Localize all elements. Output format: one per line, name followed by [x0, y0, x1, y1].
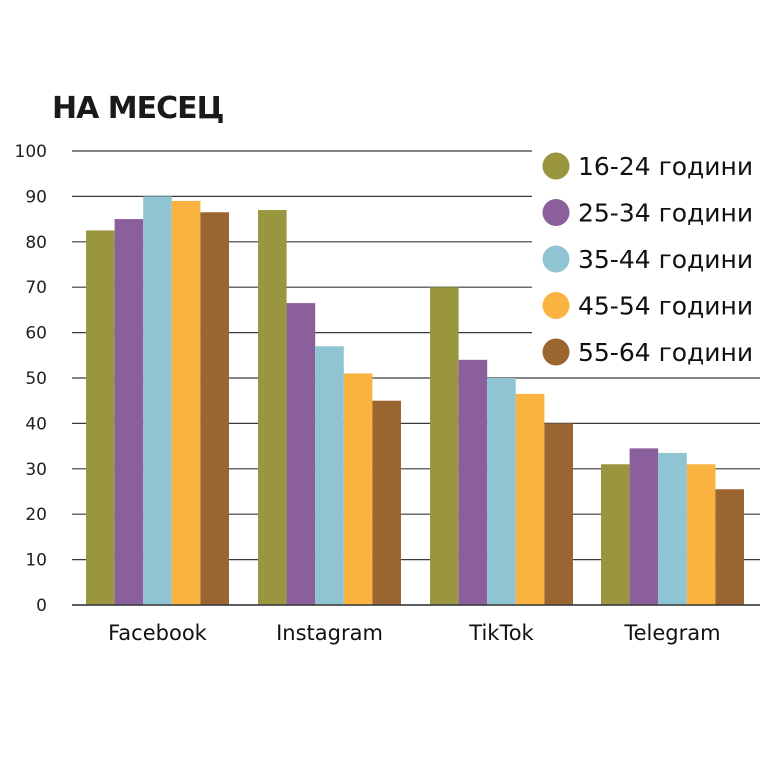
legend-swatch [542, 199, 570, 226]
legend: 16-24 години 25-34 години 35-44 години 45-5… [532, 146, 760, 372]
bar-instagram-series-3 [315, 346, 344, 605]
bar-tiktok-series-3 [487, 378, 516, 605]
bar-instagram-series-5 [372, 400, 401, 605]
axis: 0 10 20 30 40 50 60 70 80 90 100 Facebook Instagram T… [15, 142, 760, 645]
legend-label: 55-64 години [578, 338, 753, 367]
legend-label: 45-54 години [578, 292, 753, 321]
bar-instagram-series-2 [286, 303, 316, 605]
bar-instagram-series-1 [258, 210, 287, 605]
y-tick-label: 100 [15, 142, 47, 162]
legend-backdrop [532, 285, 760, 326]
bar-tiktok-series-4 [515, 393, 545, 605]
chart-title: НА МЕСЕЦ [52, 91, 224, 126]
legend-backdrop [532, 146, 760, 186]
legend-label: 25-34 години [578, 199, 753, 228]
legend-backdrop [532, 332, 760, 372]
x-category-label: Telegram [623, 621, 720, 645]
legend-backdrop [532, 192, 760, 233]
bar-facebook-series-3 [143, 196, 172, 605]
bar-tiktok-series-5 [544, 423, 573, 605]
bar-telegram-series-5 [715, 489, 744, 605]
y-tick-label: 0 [36, 596, 47, 616]
bar-telegram-series-3 [658, 452, 687, 605]
y-tick-label: 20 [25, 505, 47, 525]
y-tick-label: 80 [25, 233, 47, 253]
legend-swatch [542, 338, 570, 366]
y-tick-label: 30 [25, 460, 47, 480]
y-tick-label: 10 [25, 551, 47, 571]
bar-tiktok-series-1 [430, 287, 459, 605]
bar-instagram-series-4 [343, 373, 373, 605]
bar-telegram-series-4 [686, 464, 716, 605]
legend-swatch [542, 152, 570, 180]
bar-telegram-series-1 [601, 464, 630, 605]
y-tick-label: 60 [25, 324, 47, 344]
bar-telegram-series-2 [629, 448, 659, 605]
legend-backdrop [532, 239, 760, 279]
legend-label: 16-24 години [578, 152, 753, 181]
bar-facebook-series-2 [114, 219, 144, 605]
y-tick-label: 40 [25, 414, 47, 434]
bar-facebook-series-5 [200, 212, 229, 606]
y-tick-label: 70 [25, 278, 47, 298]
x-category-label: Instagram [276, 621, 383, 645]
legend-swatch [542, 245, 570, 273]
y-tick-label: 50 [25, 369, 47, 389]
bar-facebook-series-4 [171, 200, 201, 605]
bar-tiktok-series-2 [458, 359, 488, 605]
x-category-label: Facebook [108, 621, 208, 645]
legend-swatch [542, 292, 570, 319]
legend-label: 35-44 години [578, 245, 753, 274]
y-tick-label: 90 [25, 187, 47, 207]
bar-facebook-series-1 [86, 230, 115, 605]
x-category-label: TikTok [468, 621, 534, 645]
bars [86, 196, 744, 606]
